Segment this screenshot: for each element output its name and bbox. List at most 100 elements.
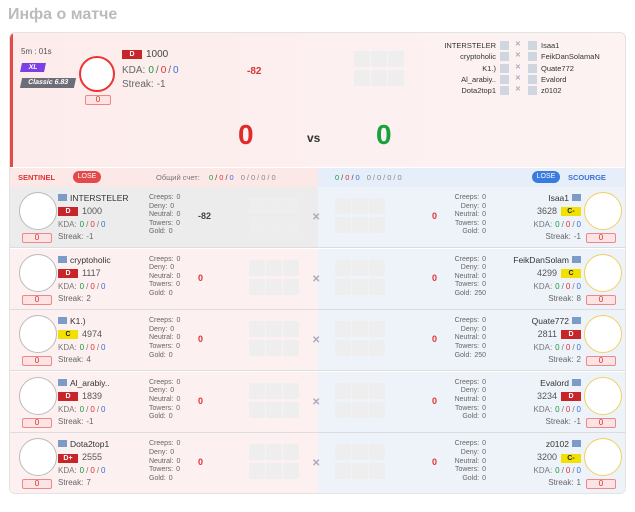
avatar xyxy=(79,56,115,92)
stat-deny: Deny: 0 xyxy=(149,449,174,457)
separator: / xyxy=(561,466,564,476)
rating-value: 3234 xyxy=(536,390,557,401)
stat-gold: Gold: 0 xyxy=(149,352,173,360)
item-slot xyxy=(335,340,351,357)
stat-creeps: Creeps: 0 xyxy=(455,379,486,387)
player-name: cryptoholic xyxy=(70,254,111,265)
item-slot xyxy=(352,444,368,461)
item-slot xyxy=(266,321,282,338)
streak-label: Streak: xyxy=(58,355,84,365)
version-badge: Classic 6.83 xyxy=(19,78,77,88)
item-slot xyxy=(249,401,265,418)
streak-value: -1 xyxy=(573,232,581,241)
stat-towers: Towers: 0 xyxy=(455,343,486,351)
stat-deny-label: Deny: xyxy=(149,387,168,395)
stat-deny: Deny: 0 xyxy=(461,264,486,272)
stat-creeps: Creeps: 0 xyxy=(455,317,486,325)
rating: D+ 2555 xyxy=(58,452,102,463)
stat-gold-label: Gold: xyxy=(454,290,472,297)
stat-towers-value: 0 xyxy=(482,281,486,289)
stat-gold-label: Gold: xyxy=(454,351,472,359)
value: 0 xyxy=(576,281,581,291)
rating: 3234 D xyxy=(537,391,581,401)
kda-label: KDA: xyxy=(533,404,553,414)
versus-icon: ✕ xyxy=(515,74,521,82)
item-slot xyxy=(266,340,282,357)
stat-gold-label: Gold: xyxy=(149,290,166,297)
stat-deny: Deny: 0 xyxy=(461,387,486,395)
item-slot xyxy=(371,51,387,67)
item-slot xyxy=(369,278,385,295)
separator: / xyxy=(96,220,100,229)
rating: 3628 C- xyxy=(537,206,581,217)
value: 0 xyxy=(90,220,95,229)
value: 0 xyxy=(250,173,256,182)
kda-label: KDA: xyxy=(533,466,553,476)
item-slot xyxy=(266,259,282,276)
scourge-name: Quate772 xyxy=(541,63,574,73)
stat-gold-value: 0 xyxy=(168,351,173,359)
item-slot xyxy=(335,382,351,399)
stat-towers-value: 0 xyxy=(176,219,181,227)
separator: / xyxy=(86,343,89,353)
item-slot xyxy=(266,444,282,461)
stat-towers-value: 0 xyxy=(482,466,486,474)
streak: Streak: -1 xyxy=(58,232,93,241)
avatar xyxy=(584,192,622,230)
flag xyxy=(58,255,67,263)
rating-value: 2811 xyxy=(537,329,557,340)
badge: 0 xyxy=(586,479,616,490)
rank-badge: C- xyxy=(561,453,581,463)
rating-value: 4299 xyxy=(536,267,557,278)
totals-stats: 0/0/0/0 xyxy=(367,173,402,182)
stat-gold-label: Gold: xyxy=(149,351,166,359)
stat-towers: Towers: 0 xyxy=(149,343,180,351)
stat-towers-label: Towers: xyxy=(149,404,174,412)
streak-label: Streak: xyxy=(58,293,84,303)
separator: / xyxy=(225,173,228,182)
hero-icon xyxy=(528,86,537,96)
value: 0 xyxy=(565,281,571,291)
rank-badge: C- xyxy=(561,207,581,217)
sentinel-name: K1.) xyxy=(482,63,496,73)
stat-neutral: Neutral: 0 xyxy=(455,458,486,466)
hero-icon xyxy=(500,63,509,73)
separator: / xyxy=(96,404,100,414)
hero-icon xyxy=(528,74,537,84)
stat-neutral-value: 0 xyxy=(176,457,181,465)
stat-neutral-value: 0 xyxy=(176,211,181,219)
rank-badge: D xyxy=(561,391,581,401)
rating-delta: 0 xyxy=(432,211,438,221)
stat-creeps-label: Creeps: xyxy=(454,255,480,263)
stat-neutral-label: Neutral: xyxy=(454,396,480,403)
stat-deny-label: Deny: xyxy=(149,264,168,272)
summary-panel xyxy=(10,33,625,167)
stat-neutral-label: Neutral: xyxy=(149,211,174,219)
streak: Streak: 1 xyxy=(548,478,581,487)
kda-label: KDA: xyxy=(122,65,146,76)
item-slot xyxy=(249,340,265,357)
hero-icon xyxy=(528,63,537,73)
item-slot xyxy=(369,340,385,357)
item-slot xyxy=(266,463,282,480)
rating-delta: 0 xyxy=(198,272,204,283)
streak: Streak: 4 xyxy=(58,355,91,364)
stat-deny-label: Deny: xyxy=(460,449,480,456)
streak-label: Streak: xyxy=(548,355,574,365)
scourge-name: Evalord xyxy=(541,74,567,84)
value: 0 xyxy=(576,343,581,353)
badge: 0 xyxy=(586,294,616,305)
item-slot xyxy=(249,321,265,338)
value: 0 xyxy=(555,466,560,476)
kda-label: KDA: xyxy=(58,466,77,476)
rating: D 1839 xyxy=(58,391,102,401)
separator: / xyxy=(267,173,270,182)
stat-neutral-value: 0 xyxy=(482,211,486,219)
stat-deny: Deny: 0 xyxy=(461,449,486,457)
stat-deny-value: 0 xyxy=(170,449,175,456)
hero-icon xyxy=(528,52,537,62)
stat-neutral-value: 0 xyxy=(482,334,486,342)
stat-gold: Gold: 0 xyxy=(149,413,173,421)
separator: / xyxy=(86,220,89,229)
